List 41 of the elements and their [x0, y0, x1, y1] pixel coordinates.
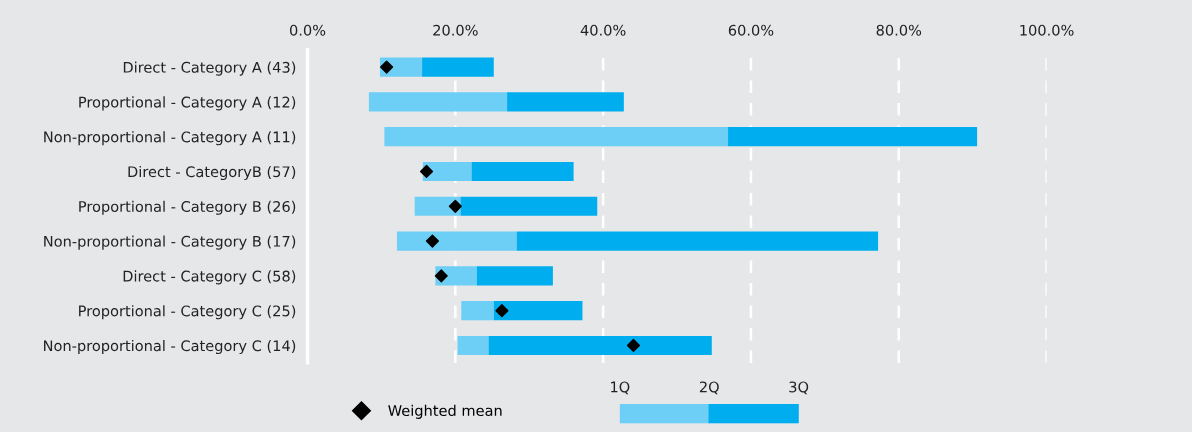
bar: [516, 231, 879, 251]
x-tick-label: 20.0%: [433, 24, 478, 36]
bar: [728, 127, 978, 147]
y-tick-label: Proportional - Category A (12): [79, 96, 296, 111]
bar: [476, 266, 553, 286]
point: [425, 234, 440, 248]
y-tick-label: Direct - Category C (58): [123, 270, 296, 285]
point: [380, 60, 394, 74]
bar: [460, 196, 598, 216]
text: 3Q: [789, 381, 809, 395]
bar: [368, 92, 508, 112]
bar: [488, 335, 712, 356]
y-tick-label: Proportional - Category C (25): [79, 305, 296, 320]
bar: [461, 301, 494, 321]
bar: [457, 335, 489, 356]
bar: [422, 57, 494, 77]
y-tick-label: Non-proportional - Category B (17): [44, 235, 296, 250]
point: [448, 199, 462, 213]
bar: [507, 92, 624, 112]
bar: [493, 301, 583, 321]
bar: [396, 231, 517, 251]
point: [434, 269, 448, 283]
y-tick-label: Non-proportional - Category C (14): [44, 339, 296, 355]
point: [495, 304, 509, 318]
y-tick-label: Direct - Category A (43): [123, 61, 296, 76]
point: [419, 164, 434, 179]
x-tick-label: 100.0%: [1020, 24, 1074, 36]
bar: [384, 127, 729, 147]
y-tick-label: Non-proportional - Category A (11): [44, 131, 296, 146]
text: 2Q: [699, 381, 719, 395]
x-tick-label: 60.0%: [728, 24, 774, 36]
y-tick-label: Direct - CategoryB (57): [128, 165, 296, 181]
bar: [471, 161, 574, 182]
y-tick-label: Proportional - Category B (26): [79, 200, 296, 215]
x-tick-label: 0.0%: [289, 24, 326, 36]
x-tick-label: 80.0%: [876, 24, 922, 36]
bar: [422, 161, 472, 182]
point: [626, 338, 641, 353]
legend-label: Weighted mean: [388, 404, 502, 419]
text: 1Q: [611, 381, 630, 395]
x-tick-label: 40.0%: [580, 24, 626, 36]
